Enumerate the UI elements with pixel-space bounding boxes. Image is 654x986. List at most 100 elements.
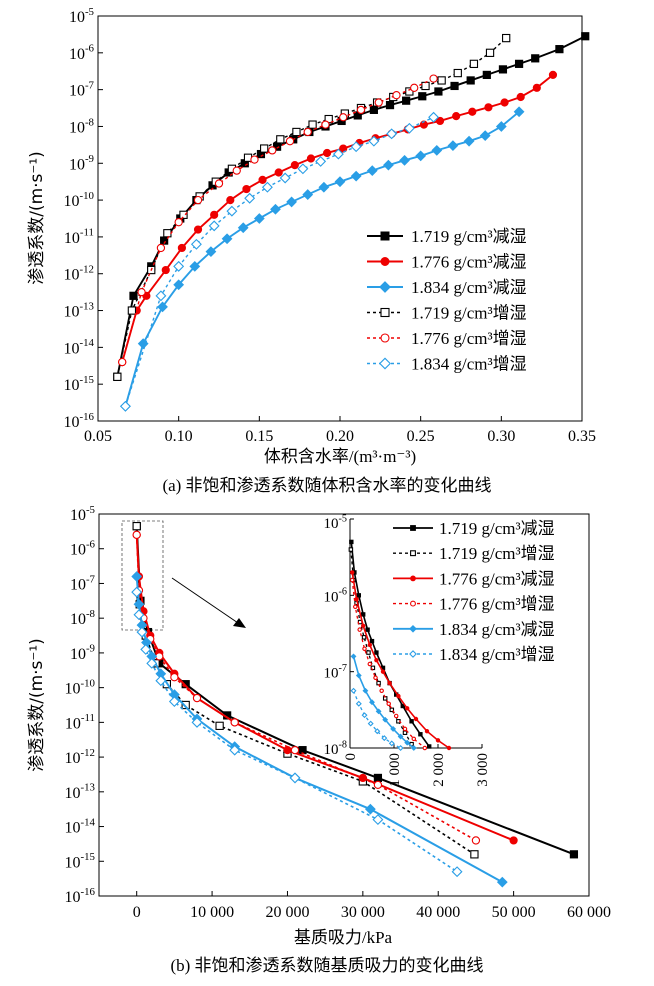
chart-b-y-tick-label-exp: -6 [86, 539, 96, 551]
chart-a-data-point [431, 144, 443, 156]
chart-a-data-point [127, 306, 137, 315]
chart-a-data-point [321, 120, 330, 129]
inset-data-point [374, 728, 381, 735]
inset-data-point [373, 675, 378, 681]
inset-data-point [353, 604, 358, 610]
chart-a-legend-entry: 1.776 g/cm³减湿 [367, 253, 527, 272]
chart-b-legend-label: 1.719 g/cm³增湿 [439, 544, 555, 563]
chart-a-data-point [253, 213, 265, 224]
inset-data-point [367, 720, 374, 727]
inset-data-point [427, 744, 432, 749]
inset-data-point [349, 539, 354, 545]
chart-a-data-point [581, 32, 590, 41]
chart-a-x-tick-label: 0.10 [165, 428, 193, 445]
chart-a-legend-label: 1.776 g/cm³减湿 [411, 253, 527, 272]
chart-a-y-tick-label: 10-15 [64, 374, 95, 394]
chart-a-data-point [392, 91, 401, 100]
chart-a-y-tick-label: 10-14 [64, 337, 95, 357]
chart-a-data-point [163, 229, 172, 238]
inset-data-point [413, 716, 419, 722]
chart-a-data-point [129, 291, 138, 300]
chart-b-y-tick-label: 10-10 [65, 677, 96, 697]
chart-a-y-tick-label-exp: -7 [85, 79, 95, 91]
chart-a-y-tick-label-exp: -15 [80, 374, 95, 386]
chart-b-y-tick-label-exp: -10 [81, 677, 96, 689]
chart-b-data-point [133, 609, 145, 621]
inset-series-1-776-g-cm [349, 577, 428, 751]
chart-a-data-point [118, 357, 127, 367]
chart-a-data-point [369, 105, 378, 114]
chart-a-y-tick-label-exp: -9 [85, 153, 94, 165]
inset-series-line [352, 656, 415, 749]
chart-a-data-point [452, 112, 461, 121]
chart-a-y-tick-label-exp: -14 [80, 337, 95, 349]
chart-b-data-point [192, 693, 202, 703]
chart-a-data-point [226, 195, 235, 205]
chart-b-y-tick-label: 10-13 [65, 782, 96, 802]
inset-data-point [388, 740, 395, 747]
chart-a-x-tick-label: 0.35 [568, 428, 596, 445]
chart-a-legend-entry: 1.834 g/cm³减湿 [367, 278, 527, 297]
chart-a-x-tick-label: 0.30 [487, 428, 515, 445]
chart-a-data-point [208, 220, 220, 232]
chart-b-y-tick-label-base: 10 [70, 611, 86, 628]
chart-a-y-tick-label: 10-6 [69, 43, 95, 63]
chart-b-legend-marker [410, 600, 416, 607]
chart-b-data-point [470, 850, 479, 859]
chart-a-data-point [113, 372, 122, 381]
chart-a-legend-marker [380, 307, 390, 318]
chart-a-data-point [119, 400, 131, 412]
inset-data-point [411, 736, 417, 742]
chart-a-y-tick-label: 10-5 [69, 6, 95, 26]
chart-b-y-tick-label: 10-9 [70, 643, 95, 663]
zoom-arrow [171, 577, 242, 626]
chart-b-legend-label: 1.834 g/cm³增湿 [439, 645, 555, 664]
chart-a-series-1-776-g-cm [118, 74, 438, 367]
chart-b-legend-entry: 1.834 g/cm³增湿 [393, 645, 555, 664]
chart-b-data-point [131, 586, 143, 598]
inset-series-line [350, 541, 430, 747]
chart-b-y-tick-label: 10-11 [65, 712, 95, 732]
inset-x-tick-label: 1 000 [387, 753, 403, 787]
chart-b-y-tick-label-exp: -13 [81, 782, 96, 794]
chart-a-data-point [383, 159, 394, 171]
chart-a-data-point [173, 260, 185, 272]
chart-a-data-point [502, 33, 511, 43]
chart-b-series-line [135, 526, 475, 855]
chart-a-data-point [232, 166, 241, 175]
inset-data-point [350, 687, 357, 694]
chart-b-y-tick-label: 10-8 [70, 608, 96, 628]
chart-a-series-1-834-g-cm [119, 111, 440, 412]
chart-b-legend-marker [409, 624, 417, 633]
chart-a-data-point [276, 135, 285, 144]
chart-b-y-tick-label: 10-5 [70, 504, 96, 524]
chart-b-data-point [372, 814, 384, 826]
chart-a-legend-label: 1.719 g/cm³增湿 [411, 304, 527, 323]
inset-plot-frame [350, 519, 482, 748]
inset-data-point [366, 650, 371, 655]
chart-a-data-point [495, 121, 507, 132]
zoom-arrow-head [233, 618, 246, 628]
chart-b-y-tick-label-exp: -15 [81, 851, 96, 863]
chart-b-legend-entry: 1.719 g/cm³减湿 [393, 519, 555, 538]
chart-a-data-point [428, 111, 440, 123]
chart-b-data-point [146, 657, 158, 669]
chart-b-legend-marker [409, 650, 417, 658]
chart-a-y-tick-label-exp: -10 [80, 190, 95, 202]
chart-a-data-point [450, 81, 459, 91]
chart-a-data-point [516, 92, 525, 102]
chart-a-data-point [479, 130, 491, 142]
chart-a: 0.05 0.10 0.15 0.20 0.25 0.30 0.3510-510-610-7… [27, 6, 596, 495]
chart-a-data-point [548, 70, 558, 80]
chart-a-data-point [274, 168, 283, 177]
chart-a-data-point [315, 155, 327, 167]
inset-data-point [348, 547, 354, 552]
chart-b-y-tick-label-base: 10 [65, 889, 81, 906]
inset-series-1-719-g-cm [349, 539, 432, 749]
chart-b-x-tick-label: 50 000 [492, 904, 536, 921]
chart-a-data-point [250, 155, 259, 164]
chart-b-data-point [168, 696, 180, 707]
inset-y-tick-label-exp: -8 [339, 739, 348, 750]
chart-a-data-point [268, 146, 277, 155]
chart-a-data-point [214, 179, 224, 188]
